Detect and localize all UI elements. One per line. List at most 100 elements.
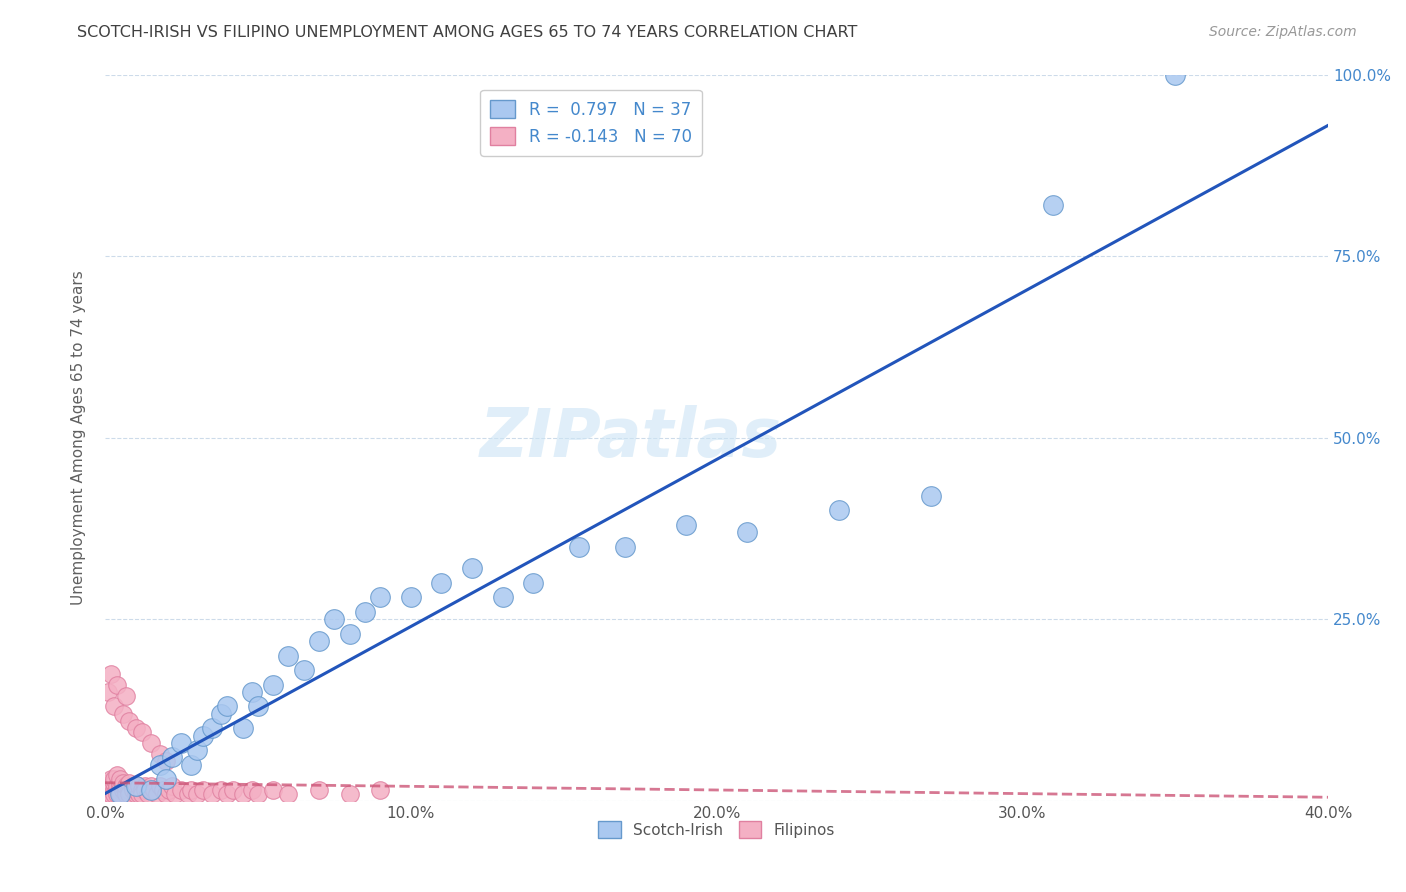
Point — [124, 780, 146, 794]
Point — [124, 721, 146, 735]
Point — [121, 780, 143, 794]
Point — [217, 787, 239, 801]
Point — [115, 780, 138, 794]
Point — [142, 783, 165, 797]
Point — [246, 787, 269, 801]
Point — [262, 783, 284, 797]
Point — [186, 787, 208, 801]
Point — [110, 787, 132, 801]
Point — [100, 780, 122, 794]
Point — [139, 780, 162, 794]
Point — [118, 787, 141, 801]
Point — [399, 591, 422, 605]
Point — [149, 747, 172, 761]
Point — [735, 525, 758, 540]
Point — [170, 736, 193, 750]
Point — [131, 783, 153, 797]
Point — [186, 743, 208, 757]
Point — [430, 576, 453, 591]
Point — [339, 627, 361, 641]
Point — [110, 787, 132, 801]
Point — [152, 783, 174, 797]
Point — [103, 699, 125, 714]
Legend: Scotch-Irish, Filipinos: Scotch-Irish, Filipinos — [592, 815, 841, 844]
Point — [97, 780, 120, 794]
Point — [1042, 198, 1064, 212]
Point — [217, 699, 239, 714]
Point — [323, 612, 346, 626]
Point — [128, 780, 150, 794]
Point — [222, 783, 245, 797]
Point — [522, 576, 544, 591]
Point — [105, 780, 128, 794]
Point — [112, 706, 135, 721]
Y-axis label: Unemployment Among Ages 65 to 74 years: Unemployment Among Ages 65 to 74 years — [72, 270, 86, 605]
Point — [105, 678, 128, 692]
Point — [115, 783, 138, 797]
Point — [118, 775, 141, 789]
Text: Source: ZipAtlas.com: Source: ZipAtlas.com — [1209, 25, 1357, 39]
Text: ZIPatlas: ZIPatlas — [479, 405, 782, 471]
Point — [110, 775, 132, 789]
Point — [339, 787, 361, 801]
Point — [115, 787, 138, 801]
Point — [128, 787, 150, 801]
Point — [180, 757, 202, 772]
Point — [105, 787, 128, 801]
Point — [115, 689, 138, 703]
Point — [110, 783, 132, 797]
Point — [100, 783, 122, 797]
Point — [112, 780, 135, 794]
Point — [103, 787, 125, 801]
Point — [461, 561, 484, 575]
Point — [491, 591, 513, 605]
Point — [103, 783, 125, 797]
Point — [139, 736, 162, 750]
Point — [155, 787, 177, 801]
Point — [176, 787, 198, 801]
Point — [568, 540, 591, 554]
Point — [146, 787, 169, 801]
Point — [308, 634, 330, 648]
Point — [131, 724, 153, 739]
Point — [191, 783, 214, 797]
Point — [368, 591, 391, 605]
Point — [124, 783, 146, 797]
Point — [121, 783, 143, 797]
Point — [162, 750, 184, 764]
Point — [100, 787, 122, 801]
Point — [157, 783, 180, 797]
Point — [97, 685, 120, 699]
Point — [139, 783, 162, 797]
Point — [368, 783, 391, 797]
Point — [94, 787, 117, 801]
Point — [162, 780, 184, 794]
Point — [277, 648, 299, 663]
Point — [136, 787, 159, 801]
Point — [308, 783, 330, 797]
Point — [240, 783, 263, 797]
Point — [112, 775, 135, 789]
Point — [124, 787, 146, 801]
Point — [105, 768, 128, 782]
Point — [100, 772, 122, 786]
Text: SCOTCH-IRISH VS FILIPINO UNEMPLOYMENT AMONG AGES 65 TO 74 YEARS CORRELATION CHAR: SCOTCH-IRISH VS FILIPINO UNEMPLOYMENT AM… — [77, 25, 858, 40]
Point — [165, 787, 187, 801]
Point — [354, 605, 377, 619]
Point — [97, 787, 120, 801]
Point — [675, 517, 697, 532]
Point — [139, 783, 162, 797]
Point — [1164, 68, 1187, 82]
Point — [920, 489, 942, 503]
Point — [277, 787, 299, 801]
Point — [110, 780, 132, 794]
Point — [118, 783, 141, 797]
Point — [170, 783, 193, 797]
Point — [613, 540, 636, 554]
Point — [103, 775, 125, 789]
Point — [240, 685, 263, 699]
Point — [100, 666, 122, 681]
Point — [118, 714, 141, 728]
Point — [131, 787, 153, 801]
Point — [124, 780, 146, 794]
